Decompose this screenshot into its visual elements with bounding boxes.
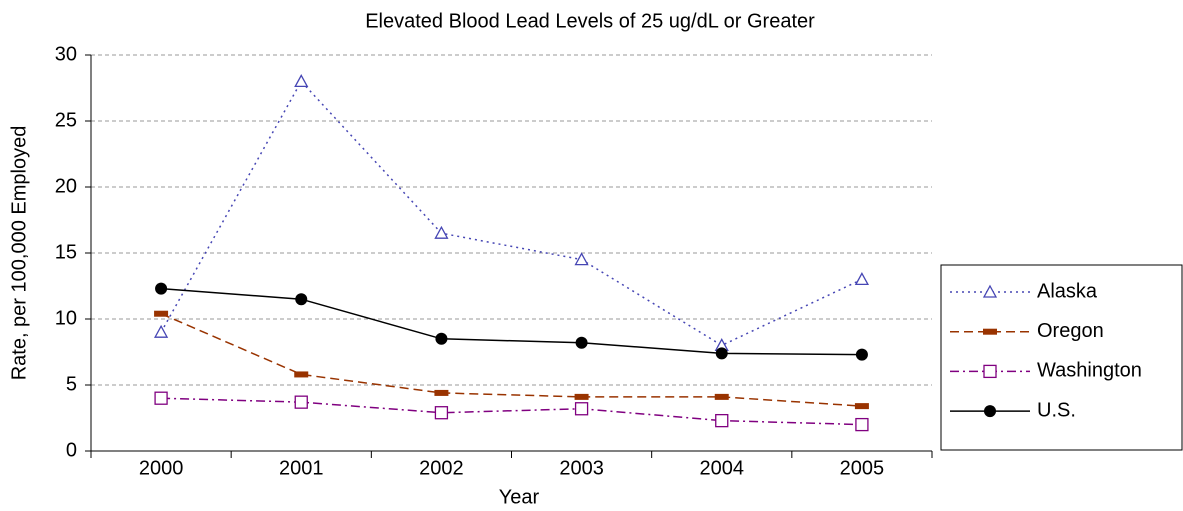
series-line [161, 287, 862, 356]
y-axis-label: Rate, per 100,000 Employed [8, 126, 30, 381]
y-tick-label: 10 [55, 307, 77, 329]
marker [575, 336, 588, 349]
marker [715, 413, 729, 428]
x-tick-label: 2001 [279, 457, 324, 479]
marker [854, 272, 870, 286]
series-line [160, 80, 863, 347]
legend-label: Washington [1037, 360, 1142, 382]
marker [574, 393, 589, 400]
marker [714, 393, 729, 400]
y-tick-label: 20 [55, 175, 77, 197]
y-tick-label: 15 [55, 241, 77, 263]
series-line [160, 313, 862, 407]
marker [294, 395, 308, 409]
x-tick-label: 2003 [559, 457, 604, 479]
marker [295, 293, 308, 306]
legend-box [940, 264, 1183, 451]
marker [153, 324, 169, 338]
x-tick-label: 2002 [419, 457, 464, 479]
y-tick-label: 0 [66, 439, 77, 461]
chart-title: Elevated Blood Lead Levels of 25 ug/dL o… [365, 10, 815, 32]
marker [435, 332, 448, 345]
marker [855, 348, 868, 361]
marker [982, 284, 998, 298]
marker [574, 252, 589, 266]
marker [154, 310, 169, 317]
marker [855, 417, 869, 432]
y-tick-label: 30 [55, 43, 77, 65]
series-line [161, 397, 862, 426]
marker [715, 347, 728, 360]
marker [983, 328, 997, 335]
marker [983, 364, 997, 379]
x-tick-label: 2004 [700, 457, 745, 479]
x-tick-label: 2005 [840, 457, 885, 479]
marker [854, 403, 869, 410]
marker [984, 405, 996, 418]
marker [294, 371, 309, 378]
y-tick-label: 5 [66, 373, 77, 395]
legend-label: U.S. [1037, 399, 1076, 421]
marker [434, 225, 449, 239]
legend-label: Alaska [1037, 280, 1098, 302]
marker [574, 402, 589, 416]
legend-label: Oregon [1037, 320, 1104, 342]
marker [294, 74, 309, 88]
marker [155, 282, 168, 295]
y-tick-label: 25 [55, 109, 77, 131]
x-axis-label: Year [499, 486, 540, 508]
x-tick-label: 2000 [139, 457, 184, 479]
marker [154, 391, 168, 405]
marker [434, 406, 449, 420]
marker [434, 389, 449, 396]
